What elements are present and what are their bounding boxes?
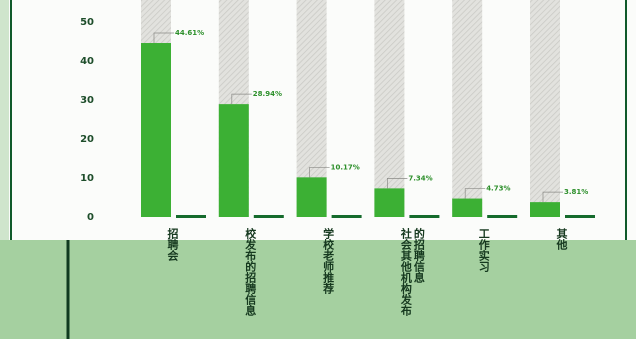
leader-line — [309, 166, 330, 178]
x-tick-label: 校发布的招聘信息 — [243, 228, 257, 316]
bottom-band — [0, 240, 636, 339]
y-tick-label: 50 — [80, 17, 94, 28]
x-tick-label: 学校老师推荐 — [321, 228, 335, 294]
y-tick-label: 40 — [80, 56, 94, 67]
bar-background — [530, 0, 560, 217]
value-label: 3.81% — [564, 188, 588, 196]
baseline-segment — [253, 215, 284, 218]
baseline-segment — [176, 215, 206, 218]
bar — [452, 198, 483, 217]
y-tick-label: 0 — [87, 212, 94, 223]
bar-background — [374, 0, 405, 217]
leader-line — [464, 188, 486, 199]
bar — [530, 202, 560, 217]
x-tick-label: 招聘会 — [166, 228, 179, 261]
baseline-segment — [331, 215, 362, 218]
leader-line — [542, 191, 563, 203]
leader-line — [387, 178, 408, 189]
value-label: 4.73% — [486, 185, 510, 193]
left-strip — [0, 0, 9, 240]
baseline-segment — [487, 215, 518, 218]
y-tick-label: 20 — [80, 134, 94, 145]
leader-line — [153, 32, 174, 44]
bar — [374, 188, 405, 217]
baseline-segment — [565, 215, 595, 218]
y-tick-label: 10 — [80, 173, 94, 184]
value-label: 44.61% — [175, 29, 204, 37]
bar-background — [452, 0, 483, 217]
x-tick-label: 工作实习 — [477, 228, 491, 272]
value-label: 7.34% — [408, 174, 432, 182]
bar — [141, 43, 171, 218]
value-label: 28.94% — [253, 90, 282, 98]
x-tick-label: 其他 — [555, 228, 568, 250]
x-tick-label: 社会其他机构发布的招聘信息 — [399, 228, 426, 316]
baseline-segment — [409, 215, 440, 218]
bar — [218, 104, 249, 217]
leader-line — [231, 93, 252, 105]
bar — [296, 177, 327, 217]
value-label: 10.17% — [331, 163, 360, 171]
y-tick-label: 30 — [80, 95, 94, 106]
